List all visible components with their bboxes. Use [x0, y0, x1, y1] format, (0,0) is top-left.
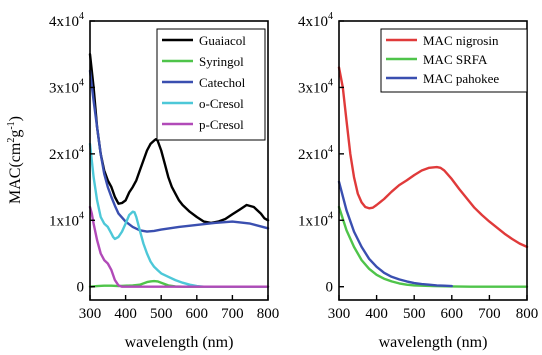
x-tick-label: 500 [403, 306, 426, 322]
y-tick-label: 1x104 [298, 210, 333, 229]
y-tick-label: 2x104 [49, 144, 84, 163]
legend-label: o-Cresol [199, 96, 244, 111]
right-series-line-mac-nigrosin [337, 66, 529, 249]
left-chart-plot-frame [89, 20, 269, 301]
y-axis-label-main: MAC(cm [7, 142, 24, 204]
left-series-line-guaiacol [88, 53, 270, 225]
y-tick-label: 2x104 [298, 144, 333, 163]
y-axis-label-sup-1: 2 [6, 138, 17, 143]
legend-label: MAC nigrosin [423, 33, 499, 48]
left-chart-ticks: 300 400 500 600 700 800 0 1x104 2x104 3x104 4x104 [49, 11, 279, 322]
x-tick-label: 400 [114, 306, 137, 322]
y-axis-label-mid: g [7, 130, 24, 138]
x-tick-label: 700 [221, 306, 244, 322]
left-chart-y-axis-label: MAC(cm2g-1) [6, 116, 24, 204]
legend-label: Catechol [199, 75, 246, 90]
x-tick-label: 600 [186, 306, 209, 322]
y-tick-label: 1x104 [49, 210, 84, 229]
right-chart-x-axis-label: wavelength (nm) [379, 334, 488, 351]
right-chart-panel: 300 400 500 600 700 80001x1042x1043x1044x104 … [298, 11, 538, 351]
left-legend-box [156, 28, 266, 141]
left-series-line-p-cresol [88, 205, 270, 288]
right-series-line-mac-srfa [337, 205, 529, 288]
x-tick-label: 300 [79, 306, 102, 322]
legend-label: Syringol [199, 54, 244, 69]
left-chart-legend: Guaiacol Syringol Catechol o-Cresol p-Cresol [156, 28, 266, 141]
x-tick-label: 700 [478, 306, 501, 322]
y-axis-label-sup-2: -1 [6, 121, 17, 129]
legend-label: MAC SRFA [423, 52, 488, 67]
y-tick-label: 4x104 [49, 11, 84, 30]
left-chart-x-axis-label: wavelength (nm) [125, 334, 234, 351]
left-series-line-o-cresol [88, 142, 270, 288]
legend-label: p-Cresol [199, 117, 244, 132]
legend-label: MAC pahokee [423, 71, 499, 86]
x-tick-label: 800 [516, 306, 539, 322]
right-chart-ticks: 300 400 500 600 700 800 0 1x104 2x104 3x104 4x104 [298, 11, 538, 322]
right-chart-legend: MAC nigrosin MAC SRFA MAC pahokee [380, 28, 528, 93]
y-axis-label-end: ) [7, 116, 24, 121]
left-chart-series-group [88, 53, 270, 288]
left-chart-panel: 300 400 500 600 700 80001x1042x1043x1044x104 … [6, 11, 279, 351]
x-tick-label: 800 [257, 306, 280, 322]
y-tick-label: 4x104 [298, 11, 333, 30]
y-tick-label: 3x104 [298, 77, 333, 96]
left-series-line-catechol [88, 69, 270, 233]
y-tick-label: 0 [77, 280, 85, 296]
right-chart-plot-frame [338, 20, 528, 301]
x-tick-label: 400 [365, 306, 388, 322]
legend-label: Guaiacol [199, 33, 246, 48]
right-series-line-mac-pahokee [337, 180, 453, 288]
x-tick-label: 300 [328, 306, 351, 322]
x-tick-label: 500 [150, 306, 173, 322]
y-tick-label: 3x104 [49, 77, 84, 96]
right-chart-series-group [337, 66, 529, 288]
x-tick-label: 600 [441, 306, 464, 322]
y-tick-label: 0 [326, 280, 334, 296]
